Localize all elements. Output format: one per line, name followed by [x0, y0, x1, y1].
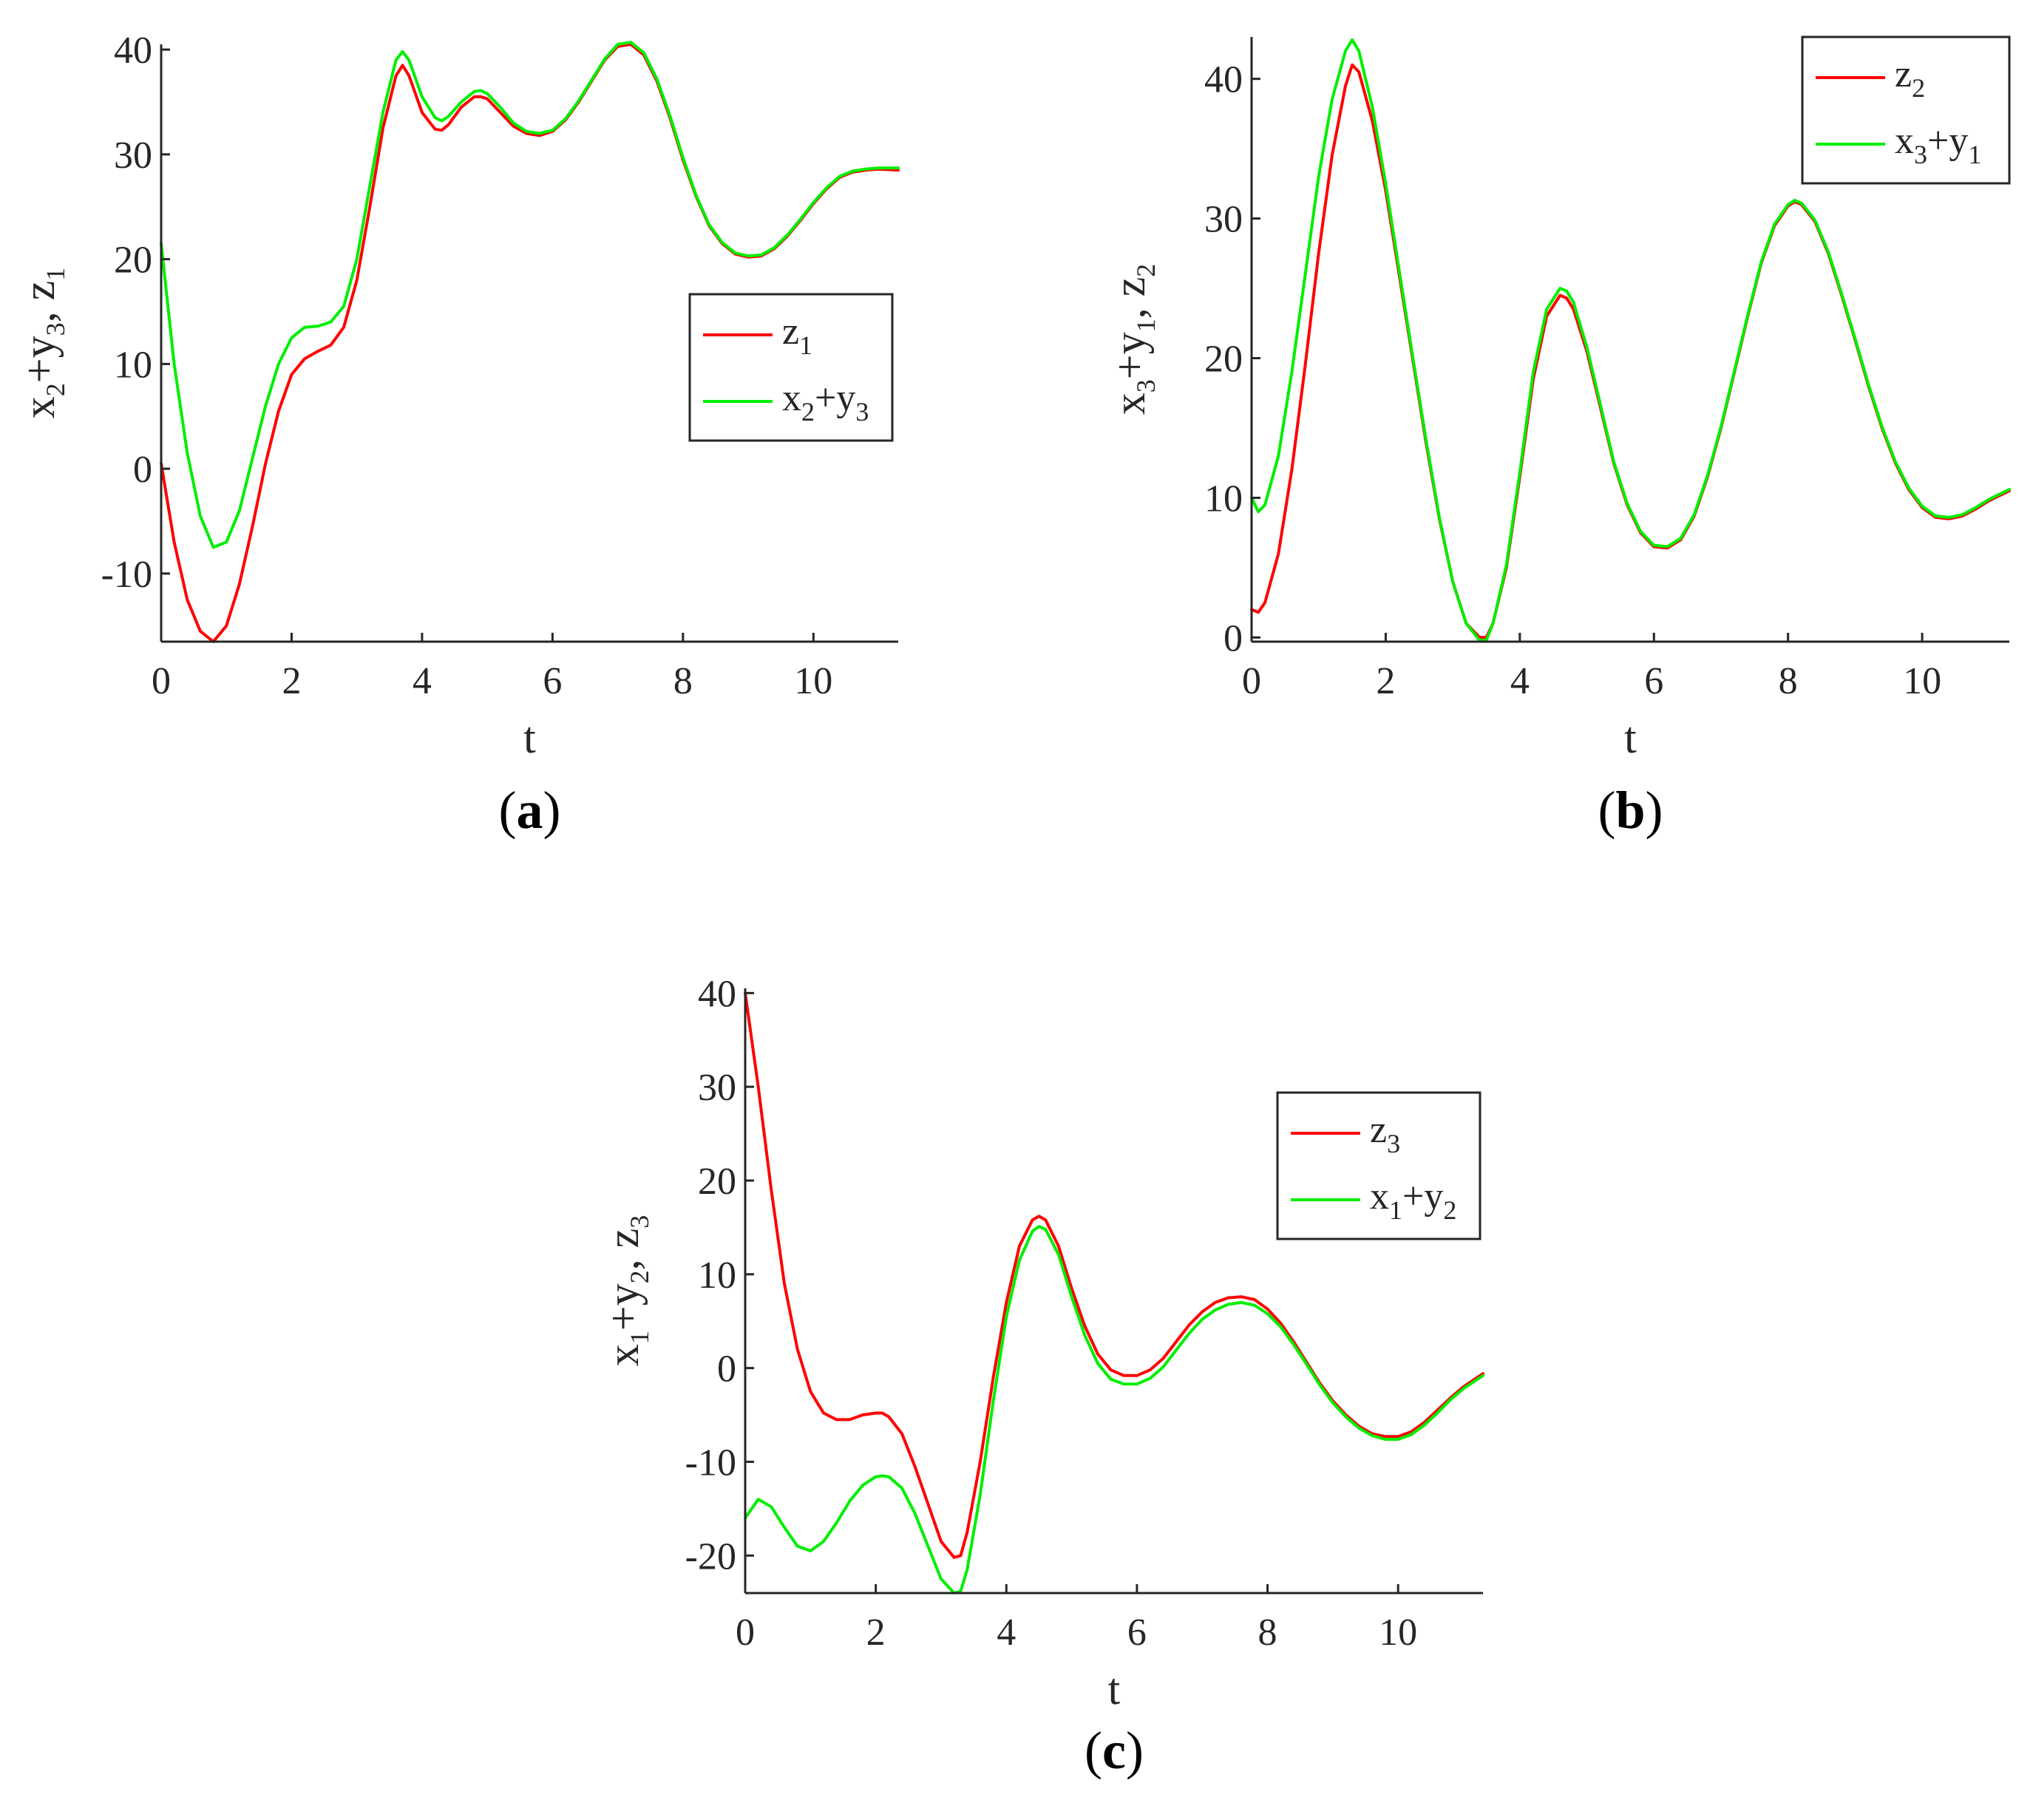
- x-axis-label: t: [1108, 1665, 1121, 1714]
- chart-panel-a: 0 2 4 6 8 10 -10 0 10 20 30 40 t x2+y3, z1 z1 x2+y3 (a): [15, 30, 900, 840]
- y-axis-label: x2+y3, z1: [15, 268, 70, 418]
- x-tick-label: 4: [1510, 660, 1530, 702]
- y-tick-label: 20: [698, 1161, 736, 1203]
- chart-panel-b: 0 2 4 6 8 10 0 10 20 30 40 t x3+y1, z2 z2 x3+y1 (b): [1105, 35, 2011, 840]
- legend-box: [1276, 1091, 1482, 1240]
- x-tick-label: 8: [673, 660, 693, 702]
- x-tick-label: 6: [543, 660, 562, 702]
- y-tick-label: -20: [685, 1535, 736, 1578]
- y-tick-label: 0: [1223, 617, 1243, 659]
- legend-label: x1+y2: [1370, 1175, 1456, 1225]
- x-tick-label: 4: [413, 660, 432, 702]
- y-tick-label: 30: [698, 1067, 736, 1109]
- x-tick-label: 8: [1779, 660, 1798, 702]
- y-tick-label: 20: [114, 240, 152, 282]
- legend: z2 x3+y1: [1801, 35, 2011, 185]
- y-axis-label: x3+y1, z2: [1105, 264, 1161, 415]
- y-tick-label: 10: [698, 1254, 736, 1297]
- chart-panel-c: 0 2 4 6 8 10 -20 -10 0 10 20 30 40 t x1+y2, z3 z3 x1+y2 (…: [599, 973, 1484, 1780]
- series-line-x1-plus-y2: [744, 1225, 1484, 1595]
- y-tick-label: 30: [1204, 199, 1243, 241]
- y-tick-label: 30: [114, 135, 152, 177]
- x-tick-label: 4: [997, 1612, 1016, 1654]
- x-tick-label: 8: [1258, 1612, 1277, 1654]
- legend-label: z3: [1370, 1109, 1400, 1158]
- x-tick-label: 10: [794, 660, 832, 702]
- x-tick-label: 10: [1379, 1612, 1417, 1654]
- legend-label: x3+y1: [1895, 120, 1981, 169]
- y-tick-label: 20: [1204, 339, 1243, 381]
- legend-box: [1801, 35, 2011, 185]
- x-tick-label: 6: [1127, 1612, 1147, 1654]
- y-tick-label: -10: [685, 1442, 736, 1484]
- panel-caption: (a): [499, 781, 561, 840]
- legend: z1 x2+y3: [688, 293, 894, 442]
- x-tick-label: 0: [736, 1612, 755, 1654]
- series-line-x3-plus-y1: [1250, 38, 2011, 642]
- y-tick-label: 10: [1204, 478, 1243, 520]
- x-tick-label: 2: [282, 660, 301, 702]
- y-tick-label: 40: [1204, 59, 1243, 101]
- y-axis-label: x1+y2, z3: [599, 1215, 654, 1366]
- y-tick-label: 0: [717, 1348, 736, 1391]
- y-tick-label: 40: [698, 973, 736, 1015]
- x-tick-label: 6: [1644, 660, 1663, 702]
- x-tick-label: 10: [1903, 660, 1941, 702]
- x-axis-label: t: [523, 713, 536, 762]
- y-tick-label: 0: [133, 449, 152, 491]
- x-tick-label: 0: [1242, 660, 1261, 702]
- legend-label: z1: [782, 310, 812, 360]
- panel-caption: (b): [1598, 781, 1663, 840]
- legend-box: [688, 293, 894, 442]
- y-tick-label: 40: [114, 30, 152, 72]
- panel-caption: (c): [1085, 1721, 1144, 1780]
- legend-label: x2+y3: [782, 377, 869, 427]
- y-tick-label: -10: [101, 554, 152, 596]
- series-line-x2-plus-y3: [160, 41, 900, 549]
- y-tick-label: 10: [114, 344, 152, 386]
- legend: z3 x1+y2: [1276, 1091, 1482, 1240]
- legend-label: z2: [1895, 53, 1925, 103]
- x-tick-label: 2: [866, 1612, 886, 1654]
- series-line-z3: [744, 991, 1484, 1559]
- x-axis-label: t: [1624, 713, 1637, 762]
- x-tick-label: 0: [152, 660, 171, 702]
- x-tick-label: 2: [1376, 660, 1395, 702]
